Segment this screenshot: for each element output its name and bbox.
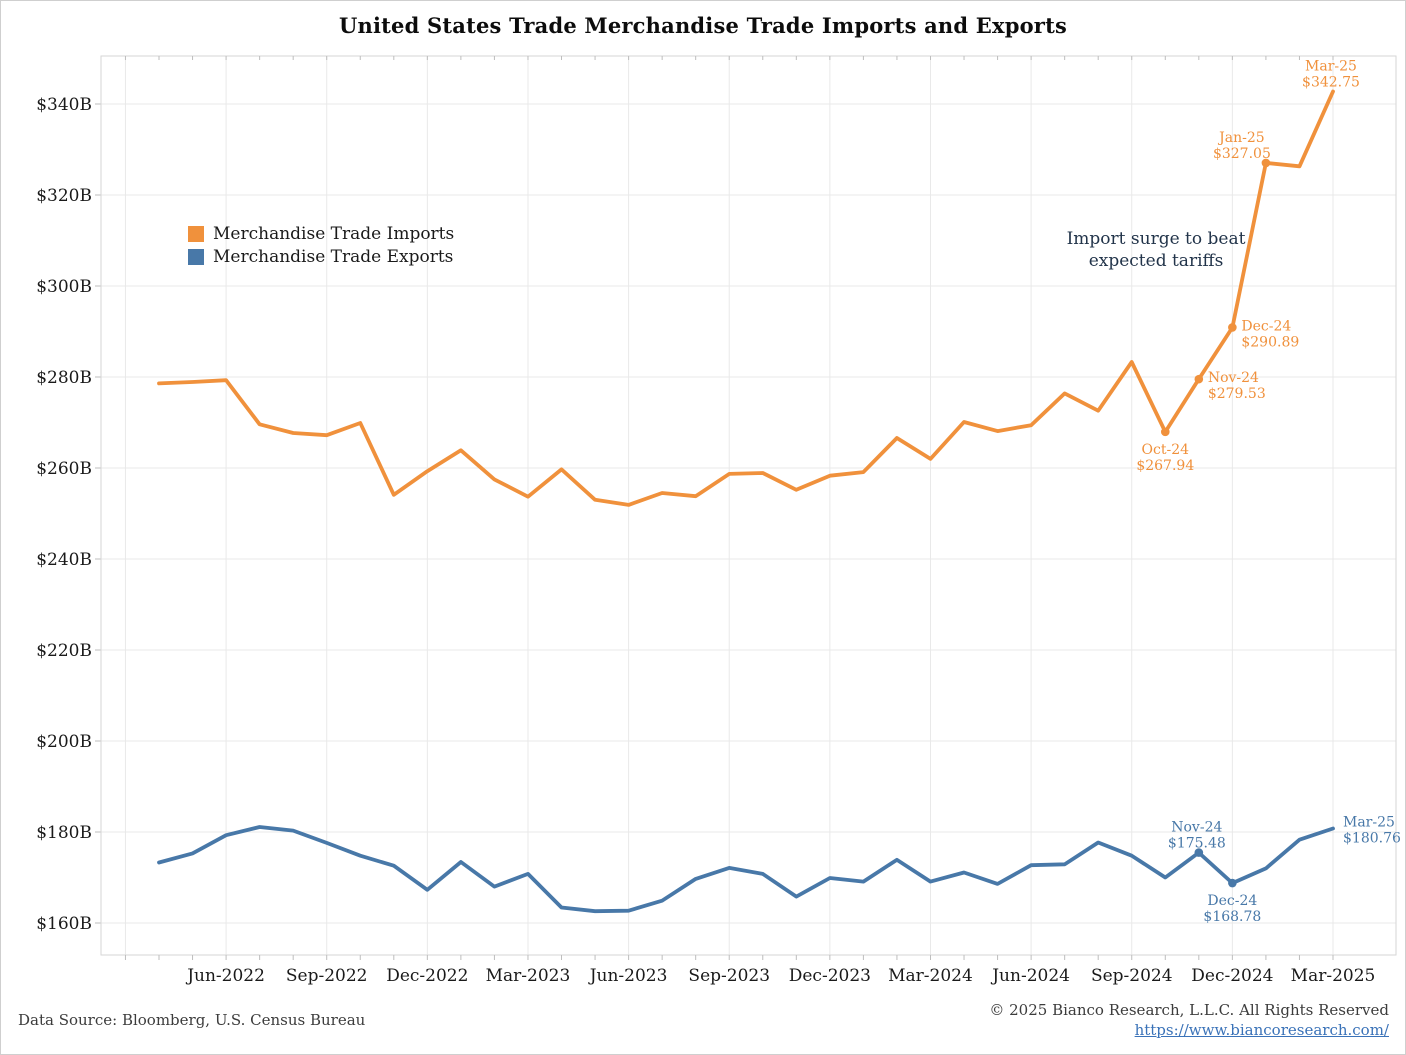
data-point-marker <box>1194 848 1204 857</box>
x-tick-label: Mar-2023 <box>486 966 571 986</box>
legend-item-imports: Merchandise Trade Imports <box>188 222 454 245</box>
data-point-marker <box>1194 374 1204 384</box>
data-point-marker <box>1228 323 1237 332</box>
x-tick-label: Dec-2024 <box>1191 966 1273 986</box>
y-tick-label: $300B <box>36 277 92 297</box>
chart-title: United States Trade Merchandise Trade Im… <box>339 13 1067 38</box>
x-tick-label: Jun-2023 <box>588 966 668 986</box>
exports-color-swatch <box>188 248 204 265</box>
point-annotation-label: $175.48 <box>1168 836 1226 852</box>
y-tick-label: $240B <box>36 550 92 570</box>
x-tick-label: Mar-2024 <box>888 966 973 986</box>
y-tick-label: $260B <box>36 459 92 479</box>
exports-legend-label: Merchandise Trade Exports <box>213 246 454 267</box>
y-tick-label: $220B <box>36 641 92 661</box>
point-annotation-label: Oct-24 <box>1142 442 1190 458</box>
x-tick-label: Mar-2025 <box>1291 966 1376 986</box>
y-tick-label: $200B <box>36 732 92 752</box>
x-tick-label: Sep-2022 <box>286 966 368 986</box>
data-source-text: Data Source: Bloomberg, U.S. Census Bure… <box>18 1011 366 1029</box>
x-tick-label: Sep-2024 <box>1091 966 1173 986</box>
legend-item-exports: Merchandise Trade Exports <box>188 245 454 268</box>
point-annotation-label: $327.05 <box>1213 146 1271 162</box>
point-annotation-label: Jan-25 <box>1217 130 1265 146</box>
imports-color-swatch <box>188 225 204 242</box>
y-tick-label: $320B <box>36 186 92 206</box>
exports-line <box>157 825 1335 914</box>
point-annotation-label: $290.89 <box>1241 334 1299 350</box>
y-tick-label: $340B <box>36 95 92 115</box>
y-tick-label: $180B <box>36 823 92 843</box>
point-annotation-label: Nov-24 <box>1208 370 1259 386</box>
data-point-marker <box>1160 427 1170 437</box>
point-annotation-label: $279.53 <box>1208 386 1266 402</box>
plot-border <box>100 55 1397 956</box>
copyright-text: © 2025 Bianco Research, L.L.C. All Right… <box>989 1001 1389 1019</box>
point-annotation-label: Mar-25 <box>1343 815 1395 831</box>
point-annotation-label: $180.76 <box>1343 831 1401 847</box>
data-point-marker <box>1228 878 1237 888</box>
point-annotation-label: Dec-24 <box>1207 893 1257 909</box>
x-tick-label: Dec-2022 <box>386 966 468 986</box>
footer-right: © 2025 Bianco Research, L.L.C. All Right… <box>989 1000 1389 1040</box>
x-tick-label: Dec-2023 <box>789 966 871 986</box>
point-annotation-label: Mar-25 <box>1305 58 1357 74</box>
y-tick-label: $160B <box>36 914 92 934</box>
point-annotation-label: $267.94 <box>1136 458 1194 474</box>
point-annotation-label: Dec-24 <box>1241 318 1291 334</box>
biancoresearch-link[interactable]: https://www.biancoresearch.com/ <box>1134 1021 1389 1039</box>
x-tick-label: Jun-2022 <box>185 966 265 986</box>
x-tick-label: Sep-2023 <box>688 966 770 986</box>
x-tick-label: Jun-2024 <box>990 966 1070 986</box>
data-point-marker <box>1261 158 1271 168</box>
imports-legend-label: Merchandise Trade Imports <box>213 223 455 244</box>
imports-line <box>157 89 1335 507</box>
tariff-note-line2: expected tariffs <box>1088 250 1224 271</box>
point-annotation-label: Nov-24 <box>1171 820 1222 836</box>
point-annotation-label: $168.78 <box>1203 909 1261 925</box>
point-annotation-label: $342.75 <box>1302 74 1360 90</box>
y-tick-label: $280B <box>36 368 92 388</box>
legend: Merchandise Trade Imports Merchandise Tr… <box>188 222 454 268</box>
tariff-note-line1: Import surge to beat <box>1066 229 1246 249</box>
tariff-note: Import surge to beat expected tariffs <box>1037 229 1275 272</box>
